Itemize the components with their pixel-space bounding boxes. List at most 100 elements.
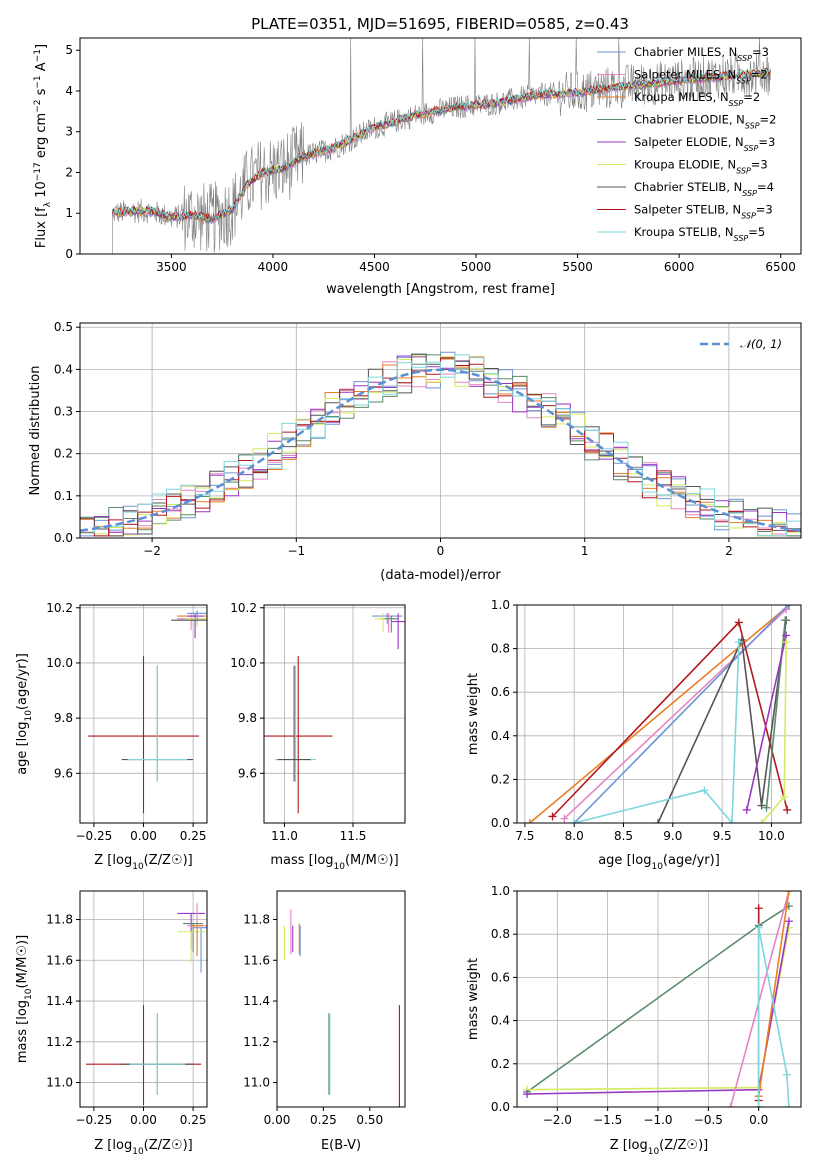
mass-weight-line — [729, 891, 790, 1107]
y-tick-label: 11.6 — [243, 953, 270, 967]
mass-weight-line — [746, 635, 787, 811]
mass-weight-marker — [734, 638, 743, 647]
mass-weight-marker — [782, 1070, 791, 1079]
y-axis-label: Flux [fλ 10−17 erg cm−2 s−1 A−1] — [33, 44, 53, 248]
mass-weight-marker — [754, 923, 763, 932]
model-spectrum-line — [112, 68, 771, 221]
x-tick-label: −0.25 — [76, 829, 113, 843]
mass-weight-marker — [548, 812, 557, 821]
y-tick-label: 0.8 — [491, 927, 510, 941]
data-layer — [80, 351, 801, 537]
y-tick-label: 0.5 — [54, 320, 73, 334]
x-tick-label: −0.5 — [694, 1113, 723, 1127]
figure-title: PLATE=0351, MJD=51695, FIBERID=0585, z=0… — [251, 15, 629, 33]
mass-weight-marker — [782, 638, 791, 647]
y-tick-label: 5 — [65, 43, 73, 57]
y-tick-label: 11.4 — [243, 994, 270, 1008]
mass-vs-ebv-panel: 0.00 0.25 0.50 11.0 11.2 11.4 11.6 11.8 E(B-V) — [243, 890, 406, 1153]
legend-entry: Chabrier MILES, NSSP=3 — [634, 45, 769, 63]
y-tick-label: 9.8 — [54, 711, 73, 725]
x-tick-label: 4500 — [359, 260, 390, 274]
y-tick-label: 0.6 — [491, 685, 510, 699]
y-tick-label: 11.2 — [46, 1035, 73, 1049]
y-tick-label: 1.0 — [491, 598, 510, 612]
x-tick-label: 8.0 — [565, 829, 584, 843]
y-tick-label: 10.2 — [230, 601, 257, 615]
x-tick-label: −1.0 — [643, 1113, 672, 1127]
legend-entry: Chabrier ELODIE, NSSP=2 — [634, 113, 776, 131]
mass-weight-marker — [727, 819, 736, 823]
mass-weight-marker — [525, 819, 534, 823]
data-layer — [87, 610, 207, 814]
mass-weight-line — [657, 620, 787, 823]
data-layer — [283, 909, 400, 1107]
y-tick-label: 11.4 — [46, 994, 73, 1008]
y-tick-label: 0.3 — [54, 405, 73, 419]
massweight-vs-metallicity-panel: −2.0 −1.5 −1.0 −0.5 0.0 0.0 0.2 0.4 0.6 0.8 1.0 Z [… — [466, 884, 802, 1157]
mass-weight-marker — [762, 803, 771, 812]
y-tick-label: 10.0 — [230, 656, 257, 670]
y-axis-label: Normed distribution — [28, 366, 43, 496]
mass-weight-marker — [784, 917, 793, 926]
axes-frame — [516, 604, 802, 824]
mass-weight-marker — [726, 1103, 735, 1107]
grid-lines — [264, 605, 405, 823]
mass-weight-marker — [560, 814, 569, 823]
axes-frame — [276, 890, 406, 1108]
x-tick-label: 11.5 — [340, 829, 367, 843]
data-layer — [525, 605, 794, 823]
y-tick-label: 0.4 — [54, 362, 73, 376]
x-tick-label: 3500 — [156, 260, 187, 274]
y-tick-label: 0 — [65, 247, 73, 261]
x-tick-label: −1.5 — [593, 1113, 622, 1127]
y-tick-label: 9.6 — [54, 766, 73, 780]
data-layer — [264, 613, 405, 814]
x-tick-label: 5000 — [461, 260, 492, 274]
x-tick-label: 0.25 — [310, 1113, 337, 1127]
x-axis-label: E(B-V) — [321, 1138, 361, 1153]
x-axis-label: mass [log10(M/M☉)] — [270, 853, 398, 872]
x-tick-label: 11.0 — [271, 829, 298, 843]
age-vs-metallicity-panel: −0.25 0.00 0.25 9.6 9.8 10.0 10.2 Z [log10(Z/Z☉… — [15, 601, 208, 872]
mass-weight-marker — [523, 1090, 532, 1099]
y-tick-label: 11.6 — [46, 953, 73, 967]
y-tick-label: 0.0 — [491, 816, 510, 830]
spectrum-panel: 3500 4000 4500 5000 5500 6000 6500 0 1 2 3 4 5 Chabri… — [33, 37, 802, 297]
y-tick-label: 0.2 — [491, 772, 510, 786]
mass-weight-marker — [700, 786, 709, 795]
x-tick-label: −2.0 — [543, 1113, 572, 1127]
mass-weight-marker — [785, 605, 794, 609]
x-tick-label: 10.0 — [758, 829, 785, 843]
y-tick-label: 1 — [65, 206, 73, 220]
x-tick-label: 0.00 — [264, 1113, 291, 1127]
axes-frame — [79, 37, 802, 255]
x-tick-label: 8.5 — [614, 829, 633, 843]
data-layer — [85, 903, 207, 1105]
x-tick-label: 5500 — [562, 260, 593, 274]
axes-frame — [516, 890, 802, 1108]
data-layer — [523, 891, 793, 1107]
y-tick-label: 0.4 — [491, 1014, 510, 1028]
x-axis-label: Z [log10(Z/Z☉)] — [610, 1138, 708, 1157]
y-tick-label: 11.0 — [46, 1076, 73, 1090]
x-axis-label: Z [log10(Z/Z☉)] — [94, 853, 192, 872]
residuals-panel: −2 −1 0 1 2 0.0 0.1 0.2 0.3 0.4 0.5 𝒩(0, 1) (data-mo… — [28, 320, 802, 583]
legend-entry: Chabrier STELIB, NSSP=4 — [634, 180, 774, 198]
mass-weight-line — [529, 605, 790, 823]
x-tick-label: −0.25 — [76, 1113, 113, 1127]
y-tick-label: 0.4 — [491, 729, 510, 743]
mass-weight-marker — [757, 801, 766, 810]
x-tick-label: 0 — [437, 544, 445, 558]
y-tick-label: 0.0 — [491, 1100, 510, 1114]
mass-vs-metallicity-panel: −0.25 0.00 0.25 11.0 11.2 11.4 11.6 11.8 Z [log1… — [15, 890, 208, 1157]
y-tick-label: 9.6 — [238, 766, 257, 780]
mass-weight-marker — [754, 904, 763, 913]
y-tick-label: 3 — [65, 125, 73, 139]
mass-weight-marker — [780, 792, 789, 801]
mass-weight-marker — [757, 819, 766, 823]
y-tick-label: 11.2 — [243, 1035, 270, 1049]
legend: Chabrier MILES, NSSP=3 Salpeter MILES, NS… — [597, 45, 776, 243]
x-tick-label: −1 — [287, 544, 305, 558]
x-tick-label: −2 — [143, 544, 161, 558]
